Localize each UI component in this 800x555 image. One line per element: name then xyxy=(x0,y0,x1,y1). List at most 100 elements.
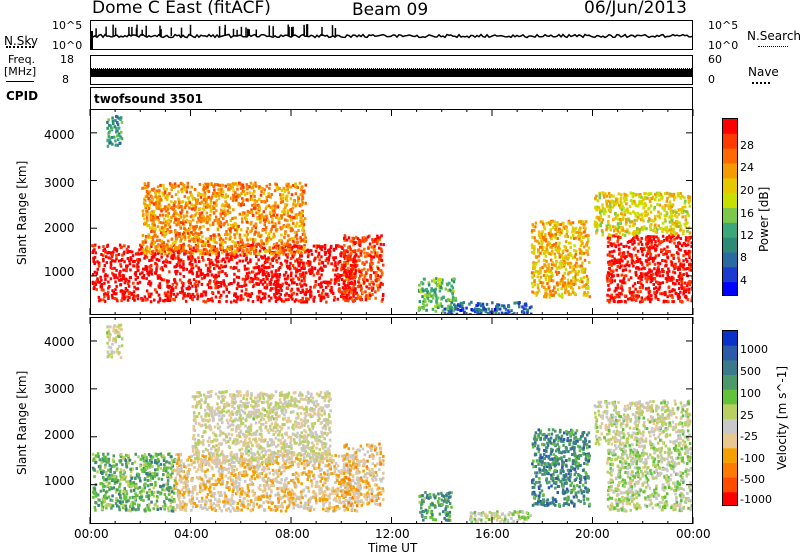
echo-cell xyxy=(482,303,485,306)
echo-cell xyxy=(675,211,678,214)
echo-cell xyxy=(563,245,566,248)
echo-cell xyxy=(540,239,543,242)
echo-cell xyxy=(559,233,562,236)
echo-cell xyxy=(582,236,585,239)
echo-cell xyxy=(639,281,642,284)
echo-cell xyxy=(115,269,118,272)
echo-cell xyxy=(573,268,576,271)
echo-cell xyxy=(605,200,608,203)
echo-cell xyxy=(686,221,689,224)
echo-cell xyxy=(295,217,298,220)
echo-cell xyxy=(228,283,231,286)
echo-cell xyxy=(584,284,587,287)
echo-cell xyxy=(328,259,331,262)
echo-cell xyxy=(645,272,648,275)
echo-cell xyxy=(257,298,260,301)
echo-cell xyxy=(197,242,200,245)
echo-cell xyxy=(109,141,112,144)
echo-cell xyxy=(680,224,683,227)
echo-cell xyxy=(240,228,243,231)
echo-cell xyxy=(98,246,101,249)
echo-cell xyxy=(353,283,356,286)
echo-cell xyxy=(537,283,540,286)
echo-cell xyxy=(614,212,617,215)
echo-cell xyxy=(620,243,623,246)
echo-cell xyxy=(259,250,262,253)
echo-cell xyxy=(296,283,299,286)
echo-cell xyxy=(275,289,278,292)
echo-cell xyxy=(323,265,326,268)
echo-cell xyxy=(259,290,262,293)
echo-cell xyxy=(622,233,625,236)
echo-cell xyxy=(559,295,562,298)
echo-cell xyxy=(668,250,671,253)
echo-cell xyxy=(188,207,191,210)
echo-cell xyxy=(158,219,161,222)
echo-cell xyxy=(450,285,453,288)
echo-cell xyxy=(354,280,357,283)
echo-cell xyxy=(539,252,542,255)
echo-cell xyxy=(614,296,617,299)
echo-cell xyxy=(190,258,193,261)
echo-cell xyxy=(217,285,220,288)
echo-cell xyxy=(668,290,671,293)
echo-cell xyxy=(255,255,258,258)
echo-cell xyxy=(680,237,683,240)
echo-cell xyxy=(558,228,561,231)
echo-cell xyxy=(578,270,581,273)
echo-cell xyxy=(154,262,157,265)
echo-cell xyxy=(614,225,617,228)
echo-cell xyxy=(246,230,249,233)
echo-cell xyxy=(369,275,372,278)
echo-cell xyxy=(608,192,611,195)
echo-cell xyxy=(580,240,583,243)
echo-cell xyxy=(291,281,294,284)
echo-cell xyxy=(297,186,300,189)
echo-cell xyxy=(241,246,244,249)
echo-cell xyxy=(255,185,258,188)
echo-cell xyxy=(569,222,572,225)
echo-cell xyxy=(222,291,225,294)
echo-cell xyxy=(280,262,283,265)
echo-cell xyxy=(648,192,651,195)
echo-cell xyxy=(296,222,299,225)
echo-cell xyxy=(145,236,148,239)
echo-cell xyxy=(572,291,575,294)
echo-cell xyxy=(149,265,152,268)
echo-cell xyxy=(477,302,480,305)
echo-cell xyxy=(112,273,115,276)
echo-cell xyxy=(293,200,296,203)
echo-cell xyxy=(181,281,184,284)
echo-cell xyxy=(673,242,676,245)
echo-cell xyxy=(630,276,633,279)
echo-cell xyxy=(179,264,182,267)
echo-cell xyxy=(187,294,190,297)
echo-cell xyxy=(116,299,119,302)
echo-cell xyxy=(438,305,441,308)
echo-cell xyxy=(338,245,341,248)
echo-cell xyxy=(657,203,660,206)
echo-cell xyxy=(683,263,686,266)
echo-cell xyxy=(212,234,215,237)
echo-cell xyxy=(290,227,293,230)
echo-cell xyxy=(160,210,163,213)
echo-cell xyxy=(350,264,353,267)
echo-cell xyxy=(184,188,187,191)
echo-cell xyxy=(277,218,280,221)
echo-cell xyxy=(379,254,382,257)
echo-cell xyxy=(534,239,537,242)
echo-cell xyxy=(355,260,358,263)
echo-cell xyxy=(531,271,534,274)
echo-cell xyxy=(233,233,236,236)
echo-cell xyxy=(492,311,495,314)
echo-cell xyxy=(202,243,205,246)
echo-cell xyxy=(693,268,694,271)
echo-cell xyxy=(662,235,665,238)
echo-cell xyxy=(239,260,242,263)
echo-cell xyxy=(616,201,619,204)
echo-cell xyxy=(531,251,534,254)
echo-cell xyxy=(240,294,243,297)
echo-cell xyxy=(211,300,214,303)
echo-cell xyxy=(664,227,667,230)
echo-cell xyxy=(209,253,212,256)
